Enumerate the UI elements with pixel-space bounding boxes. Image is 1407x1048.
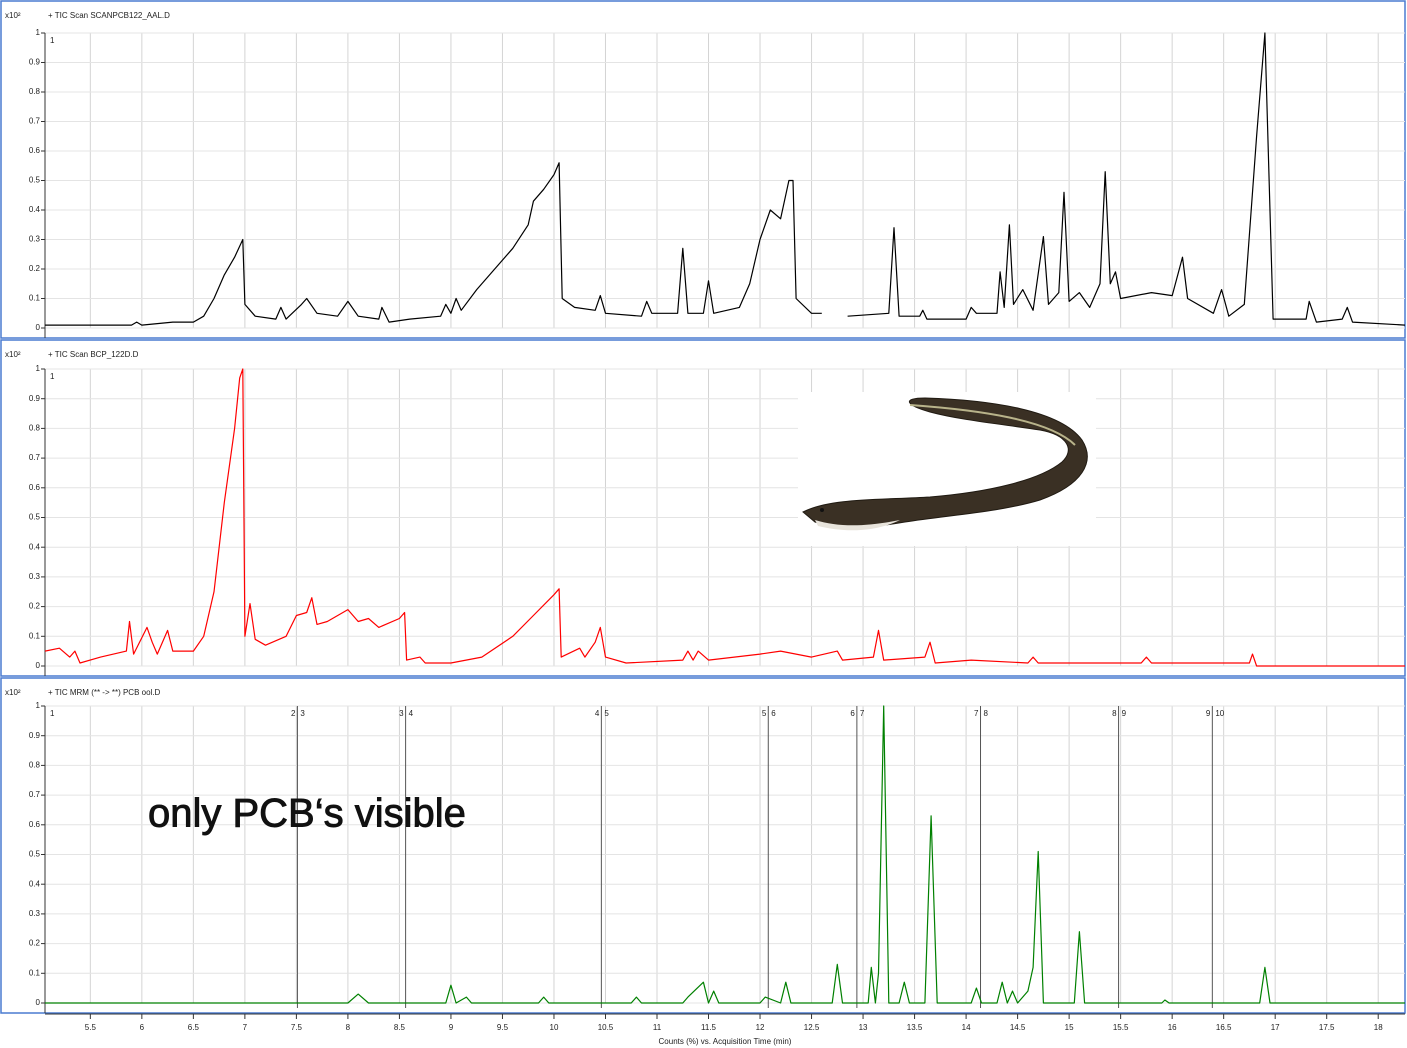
y-tick-label: 0.8: [29, 87, 41, 96]
x-tick-label: 12.5: [804, 1023, 820, 1032]
eel-eye: [820, 508, 824, 512]
panel-frame: [0, 677, 1406, 1014]
annotation: only PCB‘s visible: [148, 792, 466, 836]
eel-stripe: [909, 404, 1076, 446]
x-tick-label: 17.5: [1319, 1023, 1335, 1032]
y-tick-label: 0.7: [29, 453, 41, 462]
y-tick-label: 0.1: [29, 631, 41, 640]
segment-label: 7: [860, 709, 865, 718]
y-tick-label: 0.6: [29, 820, 41, 829]
x-axis-label: Counts (%) vs. Acquisition Time (min): [659, 1037, 792, 1046]
segment-label: 4: [409, 709, 414, 718]
y-tick-label: 1: [36, 364, 41, 373]
y-multiplier: x10²: [5, 688, 21, 697]
segment-label: 7: [974, 709, 979, 718]
x-tick-label: 13.5: [907, 1023, 923, 1032]
trace-line: [45, 705, 1405, 1004]
segment-label: 3: [399, 709, 404, 718]
segment-label: 10: [1215, 709, 1224, 718]
x-tick-label: 17: [1271, 1023, 1280, 1032]
y-tick-label: 0.9: [29, 58, 41, 67]
segment-label: 5: [762, 709, 767, 718]
x-tick-label: 18: [1374, 1023, 1383, 1032]
y-tick-label: 0: [36, 998, 41, 1007]
segment-label: 4: [595, 709, 600, 718]
segment-label: 6: [771, 709, 776, 718]
x-tick-label: 9: [449, 1023, 454, 1032]
x-tick-label: 15.5: [1113, 1023, 1129, 1032]
eel-body: [802, 397, 1088, 528]
y-tick-label: 0.9: [29, 394, 41, 403]
x-tick-label: 5.5: [85, 1023, 97, 1032]
y-tick-label: 0.4: [29, 205, 41, 214]
y-tick-label: 0.7: [29, 117, 41, 126]
y-tick-label: 0.5: [29, 513, 41, 522]
y-tick-label: 0.8: [29, 761, 41, 770]
x-tick-label: 12: [756, 1023, 765, 1032]
x-tick-label: 7.5: [291, 1023, 303, 1032]
segment-label: 2: [291, 709, 296, 718]
x-tick-label: 16.5: [1216, 1023, 1232, 1032]
panel-title: + TIC Scan SCANPCB122_AAL.D: [48, 11, 170, 20]
y-tick-label: 0: [36, 323, 41, 332]
y-tick-label: 0.4: [29, 879, 41, 888]
y-tick-label: 0.3: [29, 572, 41, 581]
x-tick-label: 10: [550, 1023, 559, 1032]
y-tick-label: 0.2: [29, 939, 41, 948]
y-tick-label: 0.8: [29, 424, 41, 433]
segment-label: 3: [300, 709, 305, 718]
y-tick-label: 0.1: [29, 294, 41, 303]
x-tick-label: 16: [1168, 1023, 1177, 1032]
y-tick-label: 0.6: [29, 146, 41, 155]
x-tick-label: 13: [859, 1023, 868, 1032]
panel-title: + TIC MRM (** -> **) PCB ool.D: [48, 688, 161, 697]
x-tick-label: 6.5: [188, 1023, 200, 1032]
x-tick-label: 11.5: [701, 1023, 717, 1032]
segment-label: 9: [1122, 709, 1127, 718]
y-tick-label: 1: [36, 28, 41, 37]
eel-image: [798, 392, 1096, 546]
y-tick-label: 0.4: [29, 542, 41, 551]
x-tick-label: 10.5: [598, 1023, 614, 1032]
corner-label: 1: [50, 36, 55, 45]
panel-frame: [0, 0, 1406, 339]
panel-frame: [0, 339, 1406, 677]
y-tick-label: 0.3: [29, 235, 41, 244]
x-tick-label: 7: [243, 1023, 248, 1032]
x-tick-label: 6: [140, 1023, 145, 1032]
y-tick-label: 0: [36, 661, 41, 670]
segment-label: 6: [850, 709, 855, 718]
y-multiplier: x10²: [5, 11, 21, 20]
x-tick-label: 14: [962, 1023, 971, 1032]
y-tick-label: 0.5: [29, 850, 41, 859]
y-tick-label: 0.5: [29, 176, 41, 185]
y-tick-label: 0.2: [29, 602, 41, 611]
y-tick-label: 0.2: [29, 264, 41, 273]
trace-line: [44, 368, 1405, 667]
corner-label: 1: [50, 372, 55, 381]
x-tick-label: 14.5: [1010, 1023, 1026, 1032]
panel-title: + TIC Scan BCP_122D.D: [48, 350, 139, 359]
y-tick-label: 0.6: [29, 483, 41, 492]
x-tick-label: 15: [1065, 1023, 1074, 1032]
corner-label: 1: [50, 709, 55, 718]
x-tick-label: 11: [653, 1023, 662, 1032]
y-multiplier: x10²: [5, 350, 21, 359]
y-tick-label: 0.3: [29, 909, 41, 918]
x-tick-label: 8: [346, 1023, 351, 1032]
y-tick-label: 0.9: [29, 731, 41, 740]
x-tick-label: 9.5: [497, 1023, 509, 1032]
y-tick-label: 0.7: [29, 790, 41, 799]
segment-label: 9: [1206, 709, 1211, 718]
y-tick-label: 1: [36, 701, 41, 710]
trace-line: [45, 32, 1406, 326]
segment-label: 8: [984, 709, 989, 718]
eel-belly: [815, 520, 900, 531]
segment-label: 8: [1112, 709, 1117, 718]
y-tick-label: 0.1: [29, 968, 41, 977]
segment-label: 5: [604, 709, 609, 718]
x-tick-label: 8.5: [394, 1023, 406, 1032]
